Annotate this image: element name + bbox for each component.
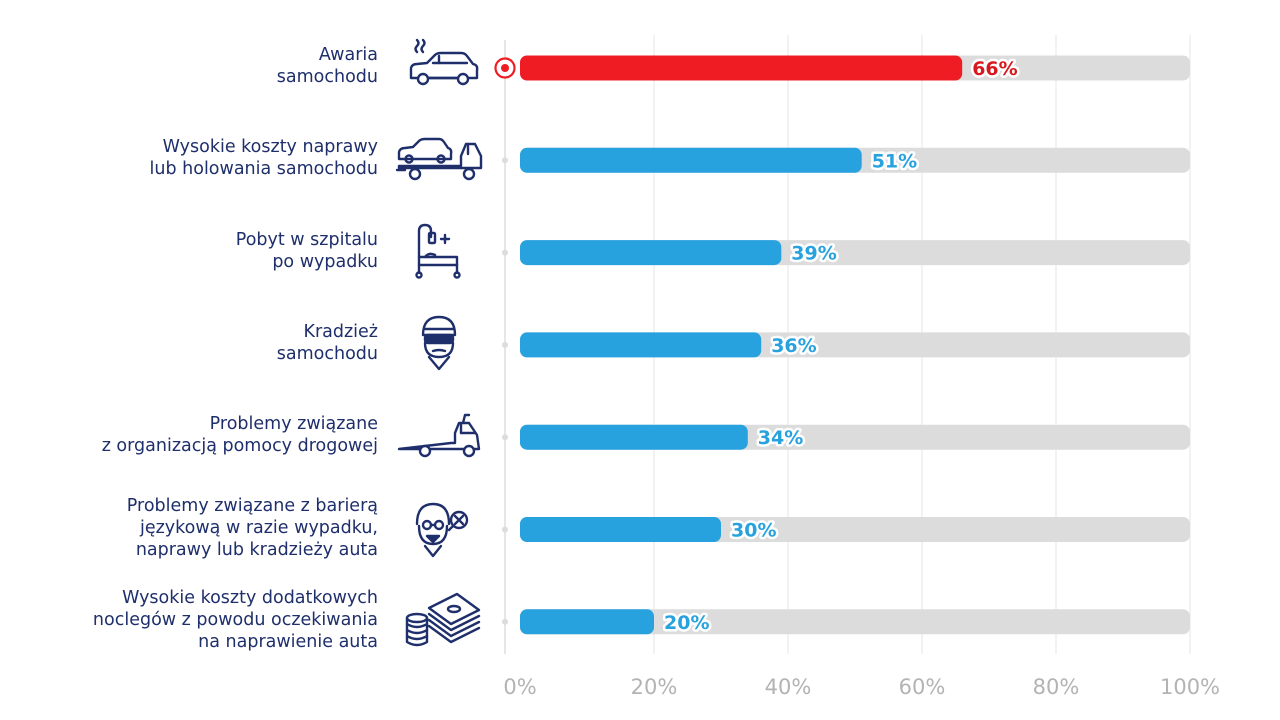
tow-truck-icon: [395, 126, 483, 190]
axis-marker: [502, 157, 508, 164]
axis-marker: [502, 434, 508, 441]
category-label-line: po wypadku: [272, 251, 378, 272]
data-label-halo: 66%: [972, 58, 1017, 80]
data-label-halo: 39%: [791, 243, 836, 265]
bar: [520, 55, 963, 81]
category-label-line: samochodu: [276, 343, 378, 364]
bar: [520, 147, 862, 173]
category-label: Wysokie koszty naprawy lub holowania samo…: [0, 136, 378, 180]
category-label: Problemy związane z organizacją pomocy dr…: [0, 413, 378, 457]
bar: [520, 609, 654, 635]
category-label-line: Problemy związane: [209, 414, 378, 435]
axis-marker: [502, 249, 508, 256]
category-label-line: samochodu: [276, 67, 378, 87]
x-tick-label: 40%: [765, 675, 812, 699]
category-label-line: Pobyt w szpitalu: [235, 229, 378, 250]
x-tick-label: 0%: [503, 675, 536, 699]
data-label: 20%: [664, 612, 709, 634]
x-tick-label: 20%: [631, 675, 678, 699]
category-label-line: Problemy związane z barierą: [126, 495, 378, 516]
data-label: 39%: [791, 243, 836, 265]
data-label: 34%: [758, 427, 803, 449]
category-label-line: lub holowania samochodu: [149, 159, 378, 180]
category-label-line: Wysokie koszty naprawy: [162, 137, 378, 158]
bar: [520, 424, 748, 450]
data-label-halo: 51%: [872, 150, 917, 172]
category-label-line: na naprawienie auta: [198, 631, 378, 652]
category-label-line: Kradzież: [303, 321, 378, 342]
axis-marker: [502, 526, 508, 533]
category-label-line: językową w razie wypadku,: [139, 517, 378, 538]
data-label-halo: 36%: [771, 335, 816, 357]
axis-marker: [502, 341, 508, 348]
data-label: 66%: [972, 58, 1017, 80]
thief-icon: [395, 311, 483, 375]
category-label-line: naprawy lub kradzieży auta: [135, 539, 378, 560]
language-barrier-icon: [395, 496, 483, 560]
broken-car-icon: [395, 34, 483, 98]
x-tick-label: 80%: [1033, 675, 1080, 699]
data-label: 51%: [872, 150, 917, 172]
data-label: 36%: [771, 335, 816, 357]
data-label: 30%: [731, 520, 776, 542]
category-label: Wysokie koszty dodatkowych noclegów z pow…: [0, 587, 378, 653]
category-label: Problemy związane z barierą językową w ra…: [0, 495, 378, 561]
highlight-marker-dot: [501, 64, 509, 72]
bar: [520, 517, 721, 542]
data-label-halo: 34%: [758, 427, 803, 449]
flatbed-truck-icon: [395, 403, 483, 467]
category-label: Pobyt w szpitalu po wypadku: [0, 229, 378, 273]
category-label-line: noclegów z powodu oczekiwania: [92, 609, 378, 630]
bar: [520, 240, 782, 266]
data-label-halo: 20%: [664, 612, 709, 634]
money-coins-icon: [395, 588, 483, 652]
category-label-line: Wysokie koszty dodatkowych: [122, 587, 378, 608]
x-tick-label: 60%: [899, 675, 946, 699]
category-label-line: z organizacją pomocy drogowej: [101, 436, 378, 457]
category-label-line: Awaria: [318, 45, 378, 65]
x-tick-label: 100%: [1160, 675, 1220, 699]
category-label: Kradzież samochodu: [0, 321, 378, 365]
axis-marker: [502, 618, 508, 625]
bar-track: [520, 609, 1190, 635]
category-label: Awaria samochodu: [0, 44, 378, 88]
data-label-halo: 30%: [731, 520, 776, 542]
bar: [520, 332, 762, 358]
hospital-bed-icon: [395, 219, 483, 283]
